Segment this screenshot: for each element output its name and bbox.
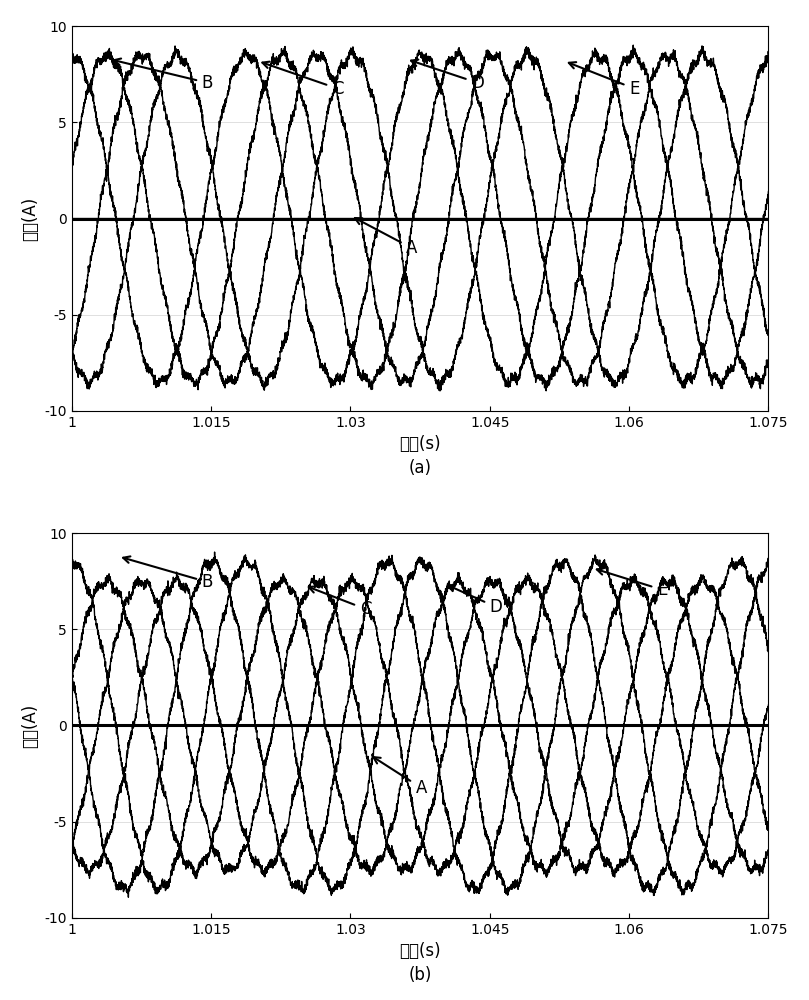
Text: (a): (a) — [409, 459, 431, 477]
Text: B: B — [123, 556, 213, 591]
Text: A: A — [373, 757, 427, 797]
Y-axis label: 电流(A): 电流(A) — [21, 196, 39, 241]
Text: (b): (b) — [409, 966, 432, 984]
Text: D: D — [448, 585, 502, 616]
Y-axis label: 电流(A): 电流(A) — [21, 703, 39, 748]
Text: C: C — [309, 586, 371, 618]
Text: B: B — [114, 59, 213, 92]
Text: E: E — [569, 62, 639, 98]
Text: D: D — [411, 60, 484, 92]
X-axis label: 时间(s): 时间(s) — [400, 942, 441, 960]
X-axis label: 时间(s): 时间(s) — [400, 435, 441, 453]
Text: E: E — [597, 568, 667, 599]
Text: A: A — [355, 218, 417, 257]
Text: C: C — [262, 62, 343, 98]
